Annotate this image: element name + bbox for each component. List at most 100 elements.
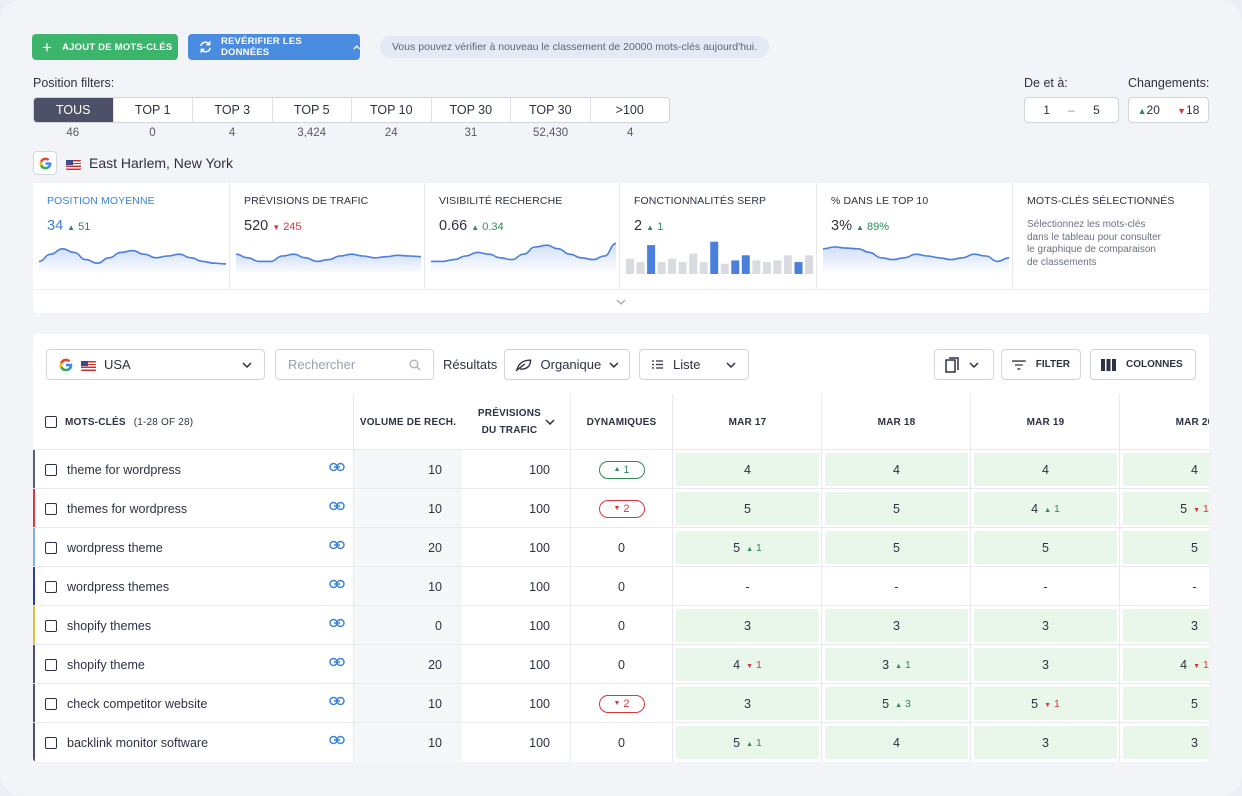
filter-button[interactable]: FILTER: [1001, 349, 1081, 380]
changes-box[interactable]: ▲20 ▼18: [1128, 97, 1209, 123]
position-cell[interactable]: 4 ▼ 1: [673, 645, 822, 684]
position-cell[interactable]: 3: [1120, 606, 1209, 645]
row-checkbox[interactable]: [45, 502, 57, 515]
row-checkbox[interactable]: [45, 736, 57, 749]
row-checkbox[interactable]: [45, 658, 57, 671]
metric-card-1[interactable]: PRÉVISIONS DE TRAFIC 520 ▼ 245: [230, 183, 425, 289]
link-icon[interactable]: [329, 501, 345, 511]
table-row[interactable]: check competitor website 10 100 ▼ 2 3 5 ▲ 3 5 ▼ 1…: [33, 683, 1209, 723]
position-cell[interactable]: 4: [971, 450, 1120, 489]
table-row[interactable]: theme for wordpress 10 100 ▲ 1 4 4 4 4: [33, 449, 1209, 489]
keyword-header[interactable]: MOTS-CLÉS (1-28 OF 28): [45, 394, 193, 450]
link-icon[interactable]: [329, 540, 345, 550]
position-cell[interactable]: 5 ▲ 1: [673, 528, 822, 567]
range-input[interactable]: 1 – 5: [1024, 97, 1119, 123]
table-row[interactable]: wordpress theme 20 100 0 5 ▲ 1 5 5 5: [33, 527, 1209, 567]
position-cell[interactable]: 5 ▼ 1: [971, 684, 1120, 723]
keyword-text[interactable]: shopify theme: [67, 657, 145, 672]
columns-button[interactable]: COLONNES: [1090, 349, 1196, 380]
position-cell[interactable]: -: [1120, 567, 1209, 606]
filter-tab-2[interactable]: TOP 3: [193, 98, 273, 122]
keyword-text[interactable]: theme for wordpress: [67, 462, 181, 477]
metric-card-3[interactable]: FONCTIONNALITÉS SERP 2 ▲ 1: [620, 183, 817, 289]
row-checkbox[interactable]: [45, 697, 57, 710]
metric-card-5[interactable]: MOTS-CLÉS SÉLECTIONNÉS Sélectionnez les m…: [1013, 183, 1209, 289]
keyword-text[interactable]: themes for wordpress: [67, 501, 188, 516]
keyword-text[interactable]: backlink monitor software: [67, 735, 209, 750]
position-cell[interactable]: 4: [822, 450, 971, 489]
filter-tab-3[interactable]: TOP 5: [273, 98, 352, 122]
position-cell[interactable]: 5: [822, 528, 971, 567]
link-icon[interactable]: [329, 462, 345, 472]
filter-tab-6[interactable]: TOP 30: [511, 98, 591, 122]
position-cell[interactable]: 3: [822, 606, 971, 645]
filter-tab-5[interactable]: TOP 30: [432, 98, 511, 122]
position-cell[interactable]: 5: [673, 489, 822, 528]
metric-card-2[interactable]: VISIBILITÉ RECHERCHE 0.66 ▲ 0.34: [425, 183, 620, 289]
position-cell[interactable]: 4 ▲ 1: [971, 489, 1120, 528]
position-cell[interactable]: -: [822, 567, 971, 606]
add-keywords-button[interactable]: + AJOUT DE MOTS-CLÉS: [32, 34, 178, 60]
date-header-3[interactable]: MAR 20: [1175, 416, 1209, 428]
expand-metrics-button[interactable]: [33, 289, 1209, 313]
position-cell[interactable]: 5: [1120, 684, 1209, 723]
row-checkbox[interactable]: [45, 619, 57, 632]
position-cell[interactable]: 5: [971, 528, 1120, 567]
range-to[interactable]: 5: [1093, 103, 1100, 117]
position-cell[interactable]: 5: [1120, 528, 1209, 567]
position-cell[interactable]: 3 ▲ 1: [822, 645, 971, 684]
range-from[interactable]: 1: [1043, 103, 1050, 117]
position-cell[interactable]: -: [673, 567, 822, 606]
forecast-header[interactable]: PRÉVISIONS DU TRAFIC: [462, 394, 571, 450]
position-cell[interactable]: 3: [673, 684, 822, 723]
position-cell[interactable]: 3: [971, 723, 1120, 762]
keyword-text[interactable]: wordpress themes: [67, 579, 170, 594]
country-select[interactable]: USA: [46, 349, 265, 380]
view-select[interactable]: Liste: [639, 349, 749, 380]
position-cell[interactable]: 3: [1120, 723, 1209, 762]
position-cell[interactable]: 3: [971, 645, 1120, 684]
recheck-data-button[interactable]: REVÉRIFIER LES DONNÉES: [188, 34, 360, 60]
position-cell[interactable]: 4: [822, 723, 971, 762]
table-row[interactable]: shopify themes 0 100 0 3 3 3 3: [33, 605, 1209, 645]
position-cell[interactable]: 5 ▼ 1: [1120, 489, 1209, 528]
google-engine-button[interactable]: [33, 151, 57, 175]
select-all-checkbox[interactable]: [45, 416, 57, 428]
filter-tab-1[interactable]: TOP 1: [114, 98, 193, 122]
metric-card-4[interactable]: % DANS LE TOP 10 3% ▲ 89%: [817, 183, 1013, 289]
search-input[interactable]: Rechercher: [275, 349, 434, 380]
table-row[interactable]: backlink monitor software 10 100 0 5 ▲ 1 4 3 3: [33, 722, 1209, 762]
keyword-text[interactable]: check competitor website: [67, 696, 208, 711]
link-icon[interactable]: [329, 735, 345, 745]
position-cell[interactable]: 5: [822, 489, 971, 528]
position-cell[interactable]: 3: [971, 606, 1120, 645]
position-cell[interactable]: 4 ▼ 1: [1120, 645, 1209, 684]
link-icon[interactable]: [329, 657, 345, 667]
keyword-text[interactable]: shopify themes: [67, 618, 152, 633]
table-row[interactable]: shopify theme 20 100 0 4 ▼ 1 3 ▲ 1 3 4 ▼ 1: [33, 644, 1209, 684]
metric-card-0[interactable]: POSITION MOYENNE 34 ▲ 51: [33, 183, 230, 289]
position-cell[interactable]: 4: [673, 450, 822, 489]
position-cell[interactable]: 4: [1120, 450, 1209, 489]
keyword-text[interactable]: wordpress theme: [67, 540, 163, 555]
link-icon[interactable]: [329, 618, 345, 628]
volume-header[interactable]: VOLUME DE RECH.: [359, 416, 457, 428]
row-checkbox[interactable]: [45, 541, 57, 554]
row-checkbox[interactable]: [45, 463, 57, 476]
link-icon[interactable]: [329, 579, 345, 589]
filter-tab-0[interactable]: TOUS: [34, 98, 114, 122]
dynamics-header[interactable]: DYNAMIQUES: [586, 416, 657, 428]
position-cell[interactable]: 3: [673, 606, 822, 645]
date-header-0[interactable]: MAR 17: [728, 416, 767, 428]
date-header-2[interactable]: MAR 19: [1026, 416, 1065, 428]
filter-tab-4[interactable]: TOP 10: [352, 98, 432, 122]
date-header-1[interactable]: MAR 18: [877, 416, 916, 428]
row-checkbox[interactable]: [45, 580, 57, 593]
position-cell[interactable]: 5 ▲ 1: [673, 723, 822, 762]
result-type-select[interactable]: Organique: [504, 349, 630, 380]
filter-tab-7[interactable]: >100: [615, 103, 644, 117]
position-cell[interactable]: 5 ▲ 3: [822, 684, 971, 723]
position-cell[interactable]: -: [971, 567, 1120, 606]
copy-button[interactable]: [934, 349, 994, 380]
table-row[interactable]: themes for wordpress 10 100 ▼ 2 5 5 4 ▲ 1 5 ▼ 1: [33, 488, 1209, 528]
